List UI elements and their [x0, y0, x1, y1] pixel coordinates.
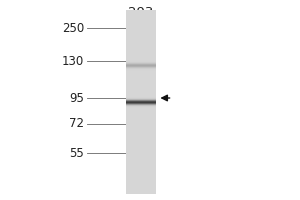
- Text: 95: 95: [69, 92, 84, 104]
- Text: 55: 55: [69, 147, 84, 160]
- Text: 72: 72: [69, 117, 84, 130]
- Text: 250: 250: [62, 22, 84, 35]
- Text: 293: 293: [128, 6, 154, 19]
- Text: 130: 130: [62, 55, 84, 68]
